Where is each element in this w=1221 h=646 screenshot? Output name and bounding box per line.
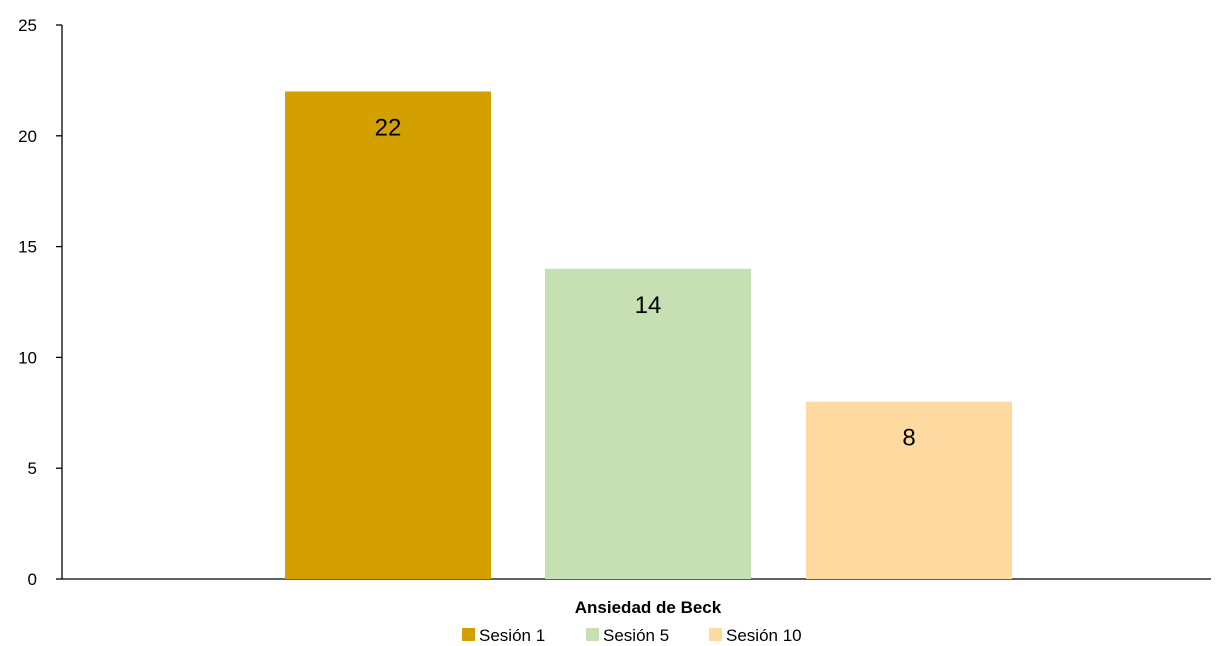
legend-swatch bbox=[709, 628, 722, 641]
data-label: 14 bbox=[635, 292, 662, 319]
y-tick-label: 15 bbox=[18, 238, 37, 257]
bar bbox=[545, 268, 751, 579]
y-tick-label: 25 bbox=[18, 16, 37, 35]
legend-label: Sesión 10 bbox=[726, 626, 802, 645]
legend-swatch bbox=[586, 628, 599, 641]
y-tick-label: 0 bbox=[28, 570, 37, 589]
bar bbox=[806, 401, 1012, 579]
legend-label: Sesión 5 bbox=[603, 626, 669, 645]
y-tick-label: 10 bbox=[18, 348, 37, 367]
y-tick-label: 5 bbox=[28, 459, 37, 478]
data-label: 22 bbox=[375, 114, 402, 141]
data-label: 8 bbox=[902, 425, 915, 452]
legend-label: Sesión 1 bbox=[479, 626, 545, 645]
legend-swatch bbox=[462, 628, 475, 641]
bar bbox=[285, 91, 491, 579]
category-label: Ansiedad de Beck bbox=[575, 598, 722, 617]
y-tick-label: 20 bbox=[18, 127, 37, 146]
